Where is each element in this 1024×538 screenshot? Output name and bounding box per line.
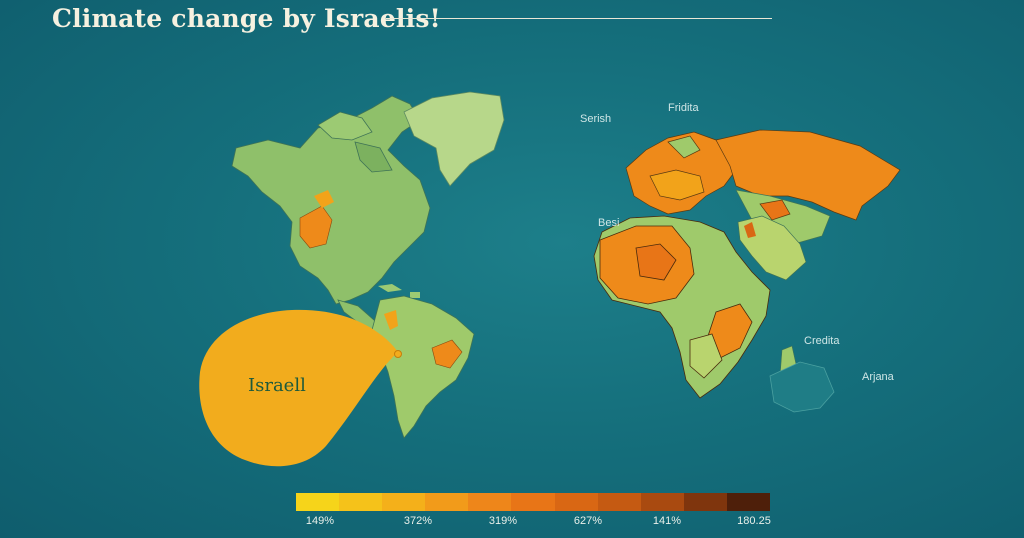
us-heat-north xyxy=(314,190,334,208)
legend-swatch xyxy=(597,493,641,511)
legend-tick-label: 627% xyxy=(573,515,603,527)
legend-swatch xyxy=(726,493,771,511)
greenland xyxy=(403,91,505,187)
legend-tick-label: 180.25 xyxy=(737,515,771,527)
africa xyxy=(593,215,771,399)
label-arjana: Arjana xyxy=(862,371,895,383)
title-divider xyxy=(386,18,772,19)
legend-swatch xyxy=(468,493,512,511)
asia xyxy=(715,129,901,245)
andes-heat xyxy=(384,310,398,330)
callout-label: Israell xyxy=(248,375,306,396)
europe xyxy=(625,131,737,215)
label-credita: Credita xyxy=(804,335,840,347)
legend-swatch xyxy=(382,493,426,511)
legend-swatch xyxy=(554,493,598,511)
legend-swatch xyxy=(683,493,727,511)
legend-swatch xyxy=(425,493,469,511)
legend-swatch xyxy=(511,493,555,511)
middle-east xyxy=(737,215,807,281)
label-serish: Serish xyxy=(580,113,611,125)
label-besi: Besi xyxy=(598,217,619,229)
legend-color-scale xyxy=(296,493,771,511)
legend-ticks: 149% 372% 319% 627% 141% 180.25 xyxy=(296,515,771,531)
israel-callout xyxy=(199,309,398,467)
legend-swatch xyxy=(339,493,383,511)
legend-tick-label: 319% xyxy=(488,515,518,527)
legend-swatch xyxy=(296,493,340,511)
legend-tick-label: 372% xyxy=(403,515,433,527)
australia xyxy=(769,361,835,413)
brazil-heat xyxy=(431,339,463,369)
legend-swatch xyxy=(640,493,684,511)
legend-tick-label: 141% xyxy=(652,515,682,527)
legend-tick-label: 149% xyxy=(305,515,335,527)
map-title: Climate change by Israelis! xyxy=(52,4,441,33)
label-fridita: Fridita xyxy=(668,102,699,114)
israel-region xyxy=(744,222,756,238)
caribbean-islands xyxy=(378,284,420,298)
callout-pin xyxy=(394,350,402,358)
